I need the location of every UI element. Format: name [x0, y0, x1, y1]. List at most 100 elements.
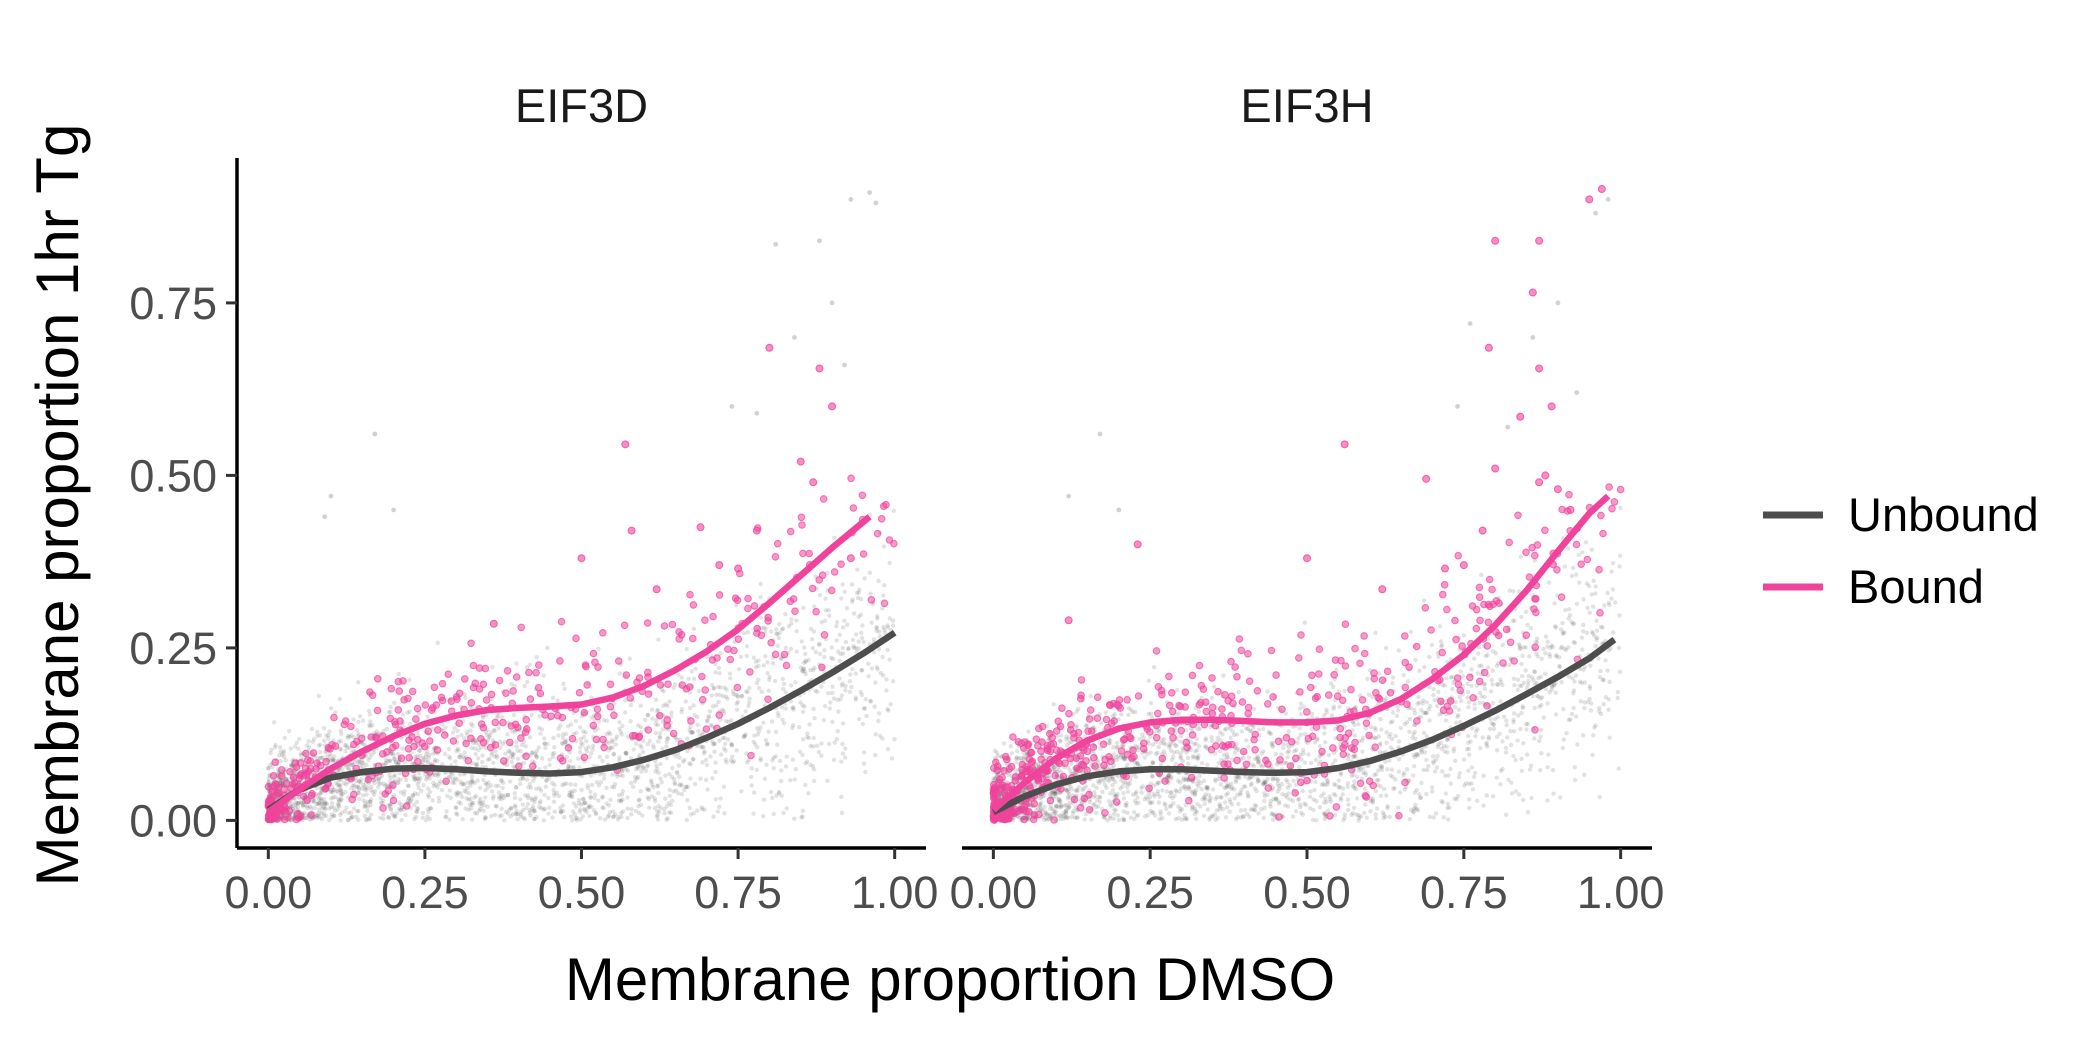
bound-point [716, 592, 723, 599]
bound-point [628, 527, 635, 534]
unbound-point [658, 762, 662, 766]
unbound-point [1406, 679, 1410, 683]
unbound-point [1413, 658, 1417, 662]
unbound-point [335, 790, 339, 794]
bound-point [375, 676, 382, 683]
unbound-point [863, 576, 867, 580]
unbound-point [840, 693, 844, 697]
unbound-point [1514, 758, 1518, 762]
bound-point [581, 754, 588, 761]
unbound-point [691, 757, 695, 761]
unbound-point [356, 720, 360, 724]
unbound-point [1132, 810, 1136, 814]
unbound-point [1156, 745, 1160, 749]
unbound-point [497, 726, 501, 730]
unbound-point [830, 720, 834, 724]
unbound-point [1607, 680, 1611, 684]
unbound-point [1529, 626, 1533, 630]
unbound-point [294, 801, 298, 805]
bound-point [322, 786, 329, 793]
unbound-point [546, 796, 550, 800]
unbound-point [1280, 782, 1284, 786]
panel-title: EIF3H [1240, 79, 1373, 132]
bound-point [388, 685, 395, 692]
unbound-point [1602, 702, 1606, 706]
unbound-point [424, 755, 428, 759]
unbound-point [515, 744, 519, 748]
unbound-point [801, 606, 805, 610]
bound-point [385, 787, 392, 794]
bound-point [758, 632, 765, 639]
unbound-point [640, 813, 644, 817]
unbound-point [784, 764, 788, 768]
unbound-point [540, 756, 544, 760]
unbound-point [547, 758, 551, 762]
unbound-point [1153, 813, 1157, 817]
unbound-point [1516, 713, 1520, 717]
unbound-point [892, 737, 896, 741]
unbound-point [777, 622, 781, 626]
unbound-point [885, 623, 889, 627]
unbound-point [1457, 732, 1461, 736]
unbound-point [1155, 750, 1159, 754]
unbound-point [524, 744, 528, 748]
unbound-point [881, 673, 885, 677]
bound-point [431, 684, 438, 691]
unbound-point [812, 736, 816, 740]
unbound-point [330, 801, 334, 805]
bound-point [747, 669, 754, 676]
unbound-point [687, 761, 691, 765]
unbound-point [1084, 784, 1088, 788]
unbound-point [759, 756, 763, 760]
unbound-point [827, 608, 831, 612]
unbound-point [392, 701, 396, 705]
bound-point [406, 755, 413, 762]
unbound-point [765, 671, 769, 675]
unbound-point [1551, 768, 1555, 772]
unbound-point [1284, 778, 1288, 782]
bound-point [702, 617, 709, 624]
unbound-point [1431, 759, 1435, 763]
unbound-point [364, 803, 368, 807]
unbound-point [526, 785, 530, 789]
unbound-point [344, 806, 348, 810]
unbound-point [1123, 781, 1127, 785]
unbound-point [329, 805, 333, 809]
unbound-point [368, 755, 372, 759]
unbound-point [841, 625, 845, 629]
unbound-point [1191, 755, 1195, 759]
bound-point [703, 726, 710, 733]
unbound-point [1498, 782, 1502, 786]
unbound-point [716, 700, 720, 704]
unbound-point [886, 747, 890, 751]
unbound-point [397, 807, 401, 811]
unbound-point [713, 770, 717, 774]
unbound-point [1398, 790, 1402, 794]
bound-point [536, 662, 543, 669]
unbound-point [458, 801, 462, 805]
y-tick-label: 0.75 [129, 278, 217, 329]
unbound-point [1010, 751, 1014, 755]
unbound-point [664, 744, 668, 748]
unbound-point [1618, 670, 1622, 674]
unbound-point [574, 719, 578, 723]
bound-point [507, 739, 514, 746]
unbound-point [1239, 808, 1243, 812]
unbound-point [789, 617, 793, 621]
bound-point [800, 550, 807, 557]
unbound-point [752, 656, 756, 660]
unbound-point [381, 817, 385, 821]
unbound-point [1099, 721, 1103, 725]
unbound-point [573, 783, 577, 787]
unbound-point [713, 761, 717, 765]
unbound-point [890, 756, 894, 760]
unbound-point [1291, 779, 1295, 783]
unbound-point [537, 786, 541, 790]
unbound-point [1308, 789, 1312, 793]
unbound-point [845, 623, 849, 627]
unbound-point [1303, 621, 1307, 625]
unbound-point [538, 732, 542, 736]
bound-point [351, 791, 358, 798]
unbound-point [1339, 796, 1343, 800]
unbound-point [836, 709, 840, 713]
